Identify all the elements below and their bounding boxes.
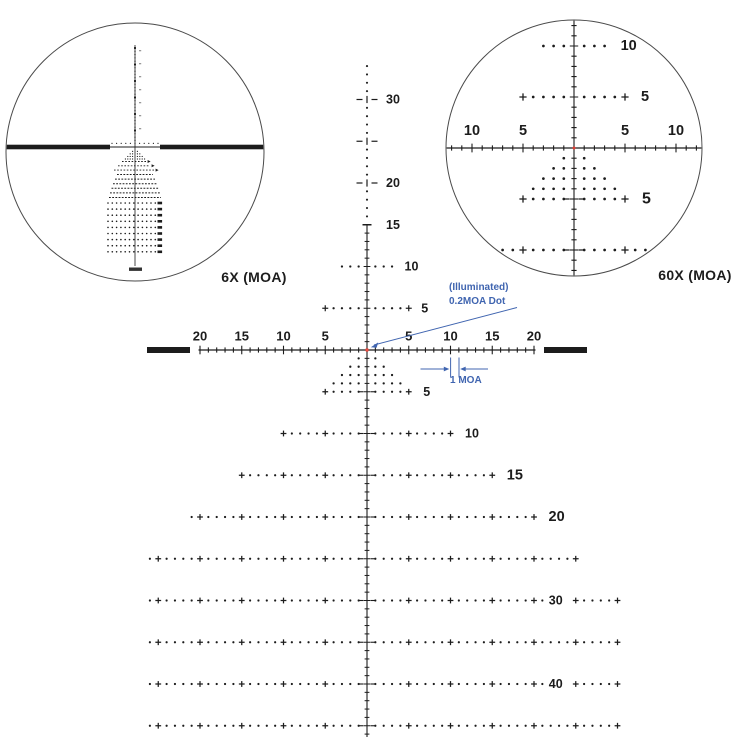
measure-arrow-right-icon [443, 366, 450, 372]
scope-circle-60x [445, 19, 703, 277]
h60-label-10: 10 [464, 123, 480, 139]
scope-60x-content [446, 20, 702, 276]
row-label-30: 30 [549, 594, 563, 608]
measure-arrow-left-icon [460, 366, 466, 372]
row-label-15: 15 [507, 467, 523, 483]
v-axis-label-30: 30 [386, 93, 400, 107]
row-label-40: 40 [549, 677, 563, 691]
moa60-row-10 [501, 246, 647, 254]
h60-label-10: 10 [668, 123, 684, 139]
moa-row-10: 10 [280, 427, 479, 441]
illuminated-note-line1: (Illuminated) [449, 282, 509, 293]
h-axis-label-15: 15 [235, 329, 249, 344]
right-heavy-post [544, 347, 587, 353]
row-label-10: 10 [405, 260, 419, 274]
h60-label-5: 5 [519, 123, 527, 139]
row-label-10: 10 [465, 427, 479, 441]
h60-label-5: 5 [621, 123, 629, 139]
left-heavy-post [147, 347, 190, 353]
moa-row-30: 30 [148, 594, 621, 608]
fine-print-mark [129, 267, 142, 271]
one-moa-measure-label: 1 MOA [450, 375, 482, 386]
scope-view-6x [5, 22, 265, 282]
scope-circle-6x [5, 22, 265, 282]
moa-row-5: 5 [322, 385, 430, 399]
row60-label-5: 5 [642, 191, 651, 208]
center-tree [332, 357, 402, 385]
row-label-5: 5 [423, 385, 430, 399]
h-axis-label-10: 10 [443, 329, 457, 344]
scope-6x-content [6, 45, 264, 271]
v-axis-label-20: 20 [386, 176, 400, 190]
row60-label-10: 10 [621, 38, 637, 54]
h-axis-label-15: 15 [485, 329, 499, 344]
h-axis-label-20: 20 [527, 329, 541, 344]
illuminated-center-dot [366, 349, 368, 351]
moa-row-35 [148, 639, 621, 646]
moa-row-20: 20 [190, 509, 565, 525]
annotation-pointer-lines [370, 307, 518, 378]
moa-row-10: 10 [340, 260, 419, 274]
view-label-60x: 60X (MOA) [658, 267, 732, 283]
h-axis-label-5: 5 [322, 329, 329, 344]
main-reticle-diagram: 2015105510152015203051051015203040 [147, 65, 621, 737]
h-axis-label-20: 20 [193, 329, 207, 344]
row-label-5: 5 [421, 301, 428, 315]
moa-row-40: 40 [148, 677, 621, 691]
illuminated-note-line2: 0.2MOA Dot [449, 296, 506, 307]
moa-row-5 [519, 93, 629, 101]
moa-row-15: 15 [238, 467, 523, 483]
moa-row-5: 5 [322, 301, 428, 315]
row60-label-5: 5 [641, 89, 649, 105]
moa-row-45 [148, 722, 621, 729]
row-label-20: 20 [549, 509, 565, 525]
moa-row-25 [148, 555, 579, 562]
h-axis-label-10: 10 [276, 329, 290, 344]
moa60-row-5 [519, 195, 629, 203]
scope-view-60x: 10 5 5 10 5 10 5 [445, 19, 703, 277]
view-label-6x: 6X (MOA) [221, 269, 287, 285]
v-axis-label-15: 15 [386, 218, 400, 232]
pointer-arrowhead [370, 342, 379, 348]
vertical-axis: 15 [362, 218, 400, 737]
moa-row-10 [542, 44, 606, 48]
